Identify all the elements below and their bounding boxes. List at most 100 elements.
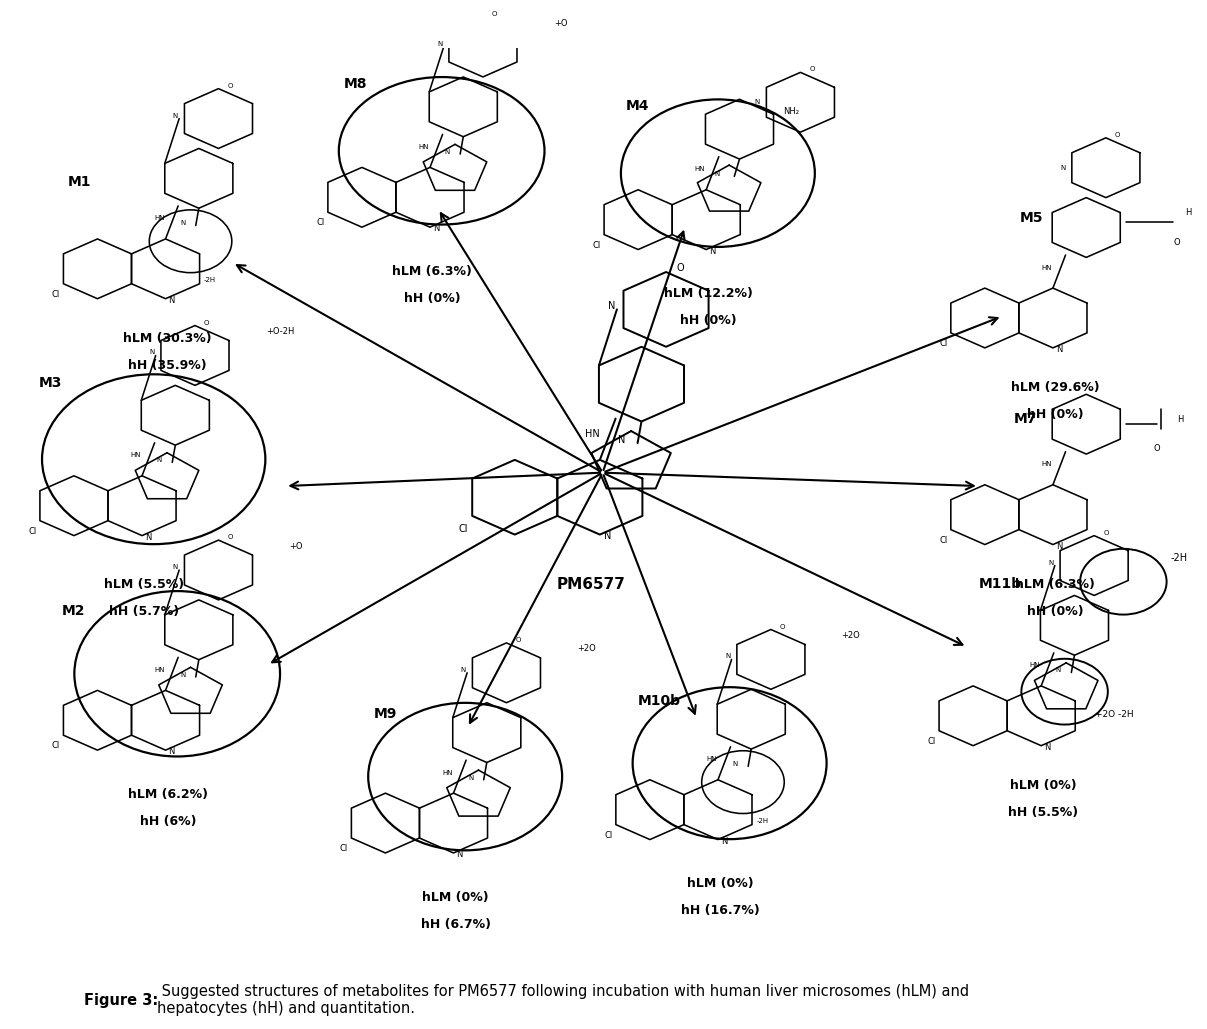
Text: N: N <box>168 295 175 305</box>
Text: N: N <box>725 653 730 660</box>
Text: O: O <box>810 67 815 72</box>
Text: hH (0%): hH (0%) <box>681 314 736 327</box>
Text: Cl: Cl <box>459 524 468 534</box>
Text: N: N <box>618 435 625 446</box>
Text: hH (6%): hH (6%) <box>140 815 196 827</box>
Text: N: N <box>173 112 177 118</box>
Text: HN: HN <box>1042 461 1053 467</box>
Text: hH (5.7%): hH (5.7%) <box>109 605 180 617</box>
Text: HN: HN <box>442 770 453 776</box>
Text: N: N <box>715 171 721 177</box>
Text: -2H: -2H <box>204 277 216 283</box>
Text: HN: HN <box>154 667 164 673</box>
Text: Cl: Cl <box>605 830 612 840</box>
Text: M8: M8 <box>344 77 368 91</box>
Text: +O-2H: +O-2H <box>266 327 295 336</box>
Text: O: O <box>228 82 233 88</box>
Text: Cl: Cl <box>340 844 348 853</box>
Text: Cl: Cl <box>52 290 60 298</box>
Text: N: N <box>1048 560 1054 566</box>
Text: HN: HN <box>130 453 141 458</box>
Text: hLM (0%): hLM (0%) <box>687 878 753 890</box>
Text: hH (5.5%): hH (5.5%) <box>1008 806 1079 819</box>
Text: HN: HN <box>419 144 430 150</box>
Text: M4: M4 <box>626 99 649 113</box>
Text: N: N <box>150 350 154 355</box>
Text: hH (6.7%): hH (6.7%) <box>421 918 491 930</box>
Text: Cl: Cl <box>316 218 325 227</box>
Text: -2H: -2H <box>1170 553 1188 563</box>
Text: Cl: Cl <box>939 535 947 544</box>
Text: O: O <box>204 320 210 325</box>
Text: M2: M2 <box>62 604 86 618</box>
Text: N: N <box>604 531 611 541</box>
Text: hH (35.9%): hH (35.9%) <box>128 359 208 371</box>
Text: N: N <box>437 41 442 47</box>
Text: O: O <box>228 534 233 540</box>
Text: O: O <box>515 637 521 643</box>
Text: Cl: Cl <box>29 527 36 536</box>
Text: +O: +O <box>554 19 567 28</box>
Text: hLM (30.3%): hLM (30.3%) <box>123 332 212 345</box>
Text: N: N <box>145 533 151 541</box>
Text: Figure 3:: Figure 3: <box>84 993 159 1007</box>
Text: O: O <box>1154 443 1160 453</box>
Text: -2H: -2H <box>757 818 769 824</box>
Text: hLM (0%): hLM (0%) <box>1010 779 1077 792</box>
Text: M9: M9 <box>373 707 397 721</box>
Text: N: N <box>461 667 466 673</box>
Text: hH (0%): hH (0%) <box>404 292 461 305</box>
Text: HN: HN <box>585 429 600 439</box>
Text: N: N <box>1056 541 1062 551</box>
Text: H: H <box>1185 208 1191 217</box>
Text: Cl: Cl <box>927 737 935 746</box>
Text: Cl: Cl <box>52 741 60 750</box>
Text: O: O <box>1103 530 1108 536</box>
Text: N: N <box>180 672 186 678</box>
Text: N: N <box>608 300 616 311</box>
Text: O: O <box>492 11 497 17</box>
Text: M11b: M11b <box>979 577 1022 592</box>
Text: hLM (0%): hLM (0%) <box>422 891 489 903</box>
Text: +2O: +2O <box>577 644 596 653</box>
Text: O: O <box>677 263 684 274</box>
Text: N: N <box>168 747 175 756</box>
Text: Cl: Cl <box>593 241 601 250</box>
Text: HN: HN <box>1042 264 1053 271</box>
Text: N: N <box>173 564 177 570</box>
Text: N: N <box>1044 743 1050 752</box>
Text: Suggested structures of metabolites for PM6577 following incubation with human l: Suggested structures of metabolites for … <box>157 984 969 1017</box>
Text: N: N <box>709 247 716 255</box>
Text: hLM (6.2%): hLM (6.2%) <box>128 788 208 801</box>
Text: +2O: +2O <box>841 631 861 640</box>
Text: N: N <box>468 775 473 781</box>
Text: hLM (5.5%): hLM (5.5%) <box>104 578 185 591</box>
Text: hH (16.7%): hH (16.7%) <box>681 904 759 917</box>
Text: M1: M1 <box>68 175 92 189</box>
Text: M10b: M10b <box>639 694 681 708</box>
Text: N: N <box>1056 668 1061 673</box>
Text: N: N <box>754 99 759 105</box>
Text: N: N <box>444 149 450 154</box>
Text: O: O <box>1115 132 1120 138</box>
Text: PM6577: PM6577 <box>556 577 625 592</box>
Text: hLM (12.2%): hLM (12.2%) <box>664 287 753 300</box>
Text: N: N <box>432 224 439 234</box>
Text: N: N <box>721 837 727 846</box>
Text: N: N <box>157 457 162 463</box>
Text: N: N <box>733 761 737 768</box>
Text: hH (0%): hH (0%) <box>1027 409 1084 421</box>
Text: +2O -2H: +2O -2H <box>1095 710 1133 718</box>
Text: HN: HN <box>1030 663 1040 669</box>
Text: hLM (29.6%): hLM (29.6%) <box>1011 381 1100 394</box>
Text: M7: M7 <box>1014 412 1038 426</box>
Text: HN: HN <box>706 756 717 762</box>
Text: N: N <box>1056 345 1062 354</box>
Text: +O: +O <box>290 541 303 551</box>
Text: O: O <box>780 624 786 630</box>
Text: NH₂: NH₂ <box>782 107 799 115</box>
Text: O: O <box>1173 238 1180 247</box>
Text: hLM (6.3%): hLM (6.3%) <box>392 265 472 278</box>
Text: hH (0%): hH (0%) <box>1027 605 1084 617</box>
Text: HN: HN <box>695 167 705 172</box>
